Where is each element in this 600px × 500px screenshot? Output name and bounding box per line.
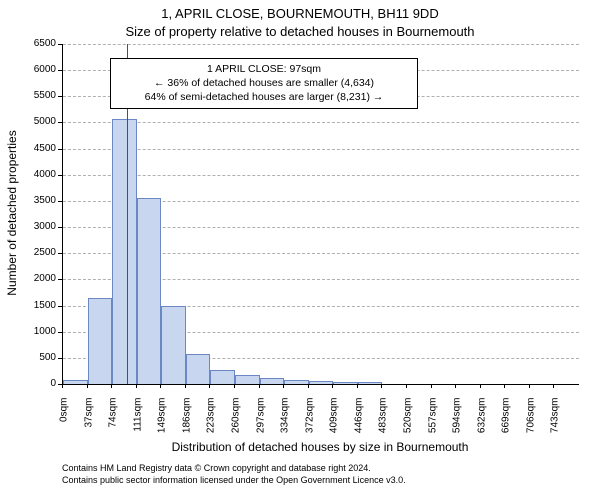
chart-subtitle: Size of property relative to detached ho… (0, 24, 600, 39)
x-tick-mark (504, 384, 505, 388)
y-tick-label: 1500 (22, 300, 56, 311)
x-tick-label: 223sqm (206, 398, 217, 448)
x-tick-label: 149sqm (157, 398, 168, 448)
x-tick-mark (431, 384, 432, 388)
y-tick-label: 2000 (22, 273, 56, 284)
histogram-bar (161, 306, 186, 384)
x-tick-label: 111sqm (132, 398, 143, 448)
y-tick-label: 6500 (22, 38, 56, 49)
x-tick-mark (62, 384, 63, 388)
annotation-line-3: 64% of semi-detached houses are larger (… (119, 90, 409, 104)
x-tick-label: 706sqm (525, 398, 536, 448)
y-tick-mark (58, 122, 62, 123)
y-tick-mark (58, 253, 62, 254)
x-tick-mark (160, 384, 161, 388)
y-tick-label: 5500 (22, 90, 56, 101)
x-tick-label: 594sqm (452, 398, 463, 448)
x-tick-mark (553, 384, 554, 388)
y-tick-mark (58, 279, 62, 280)
attribution-footer: Contains HM Land Registry data © Crown c… (62, 462, 406, 486)
y-tick-label: 5000 (22, 116, 56, 127)
x-tick-label: 446sqm (353, 398, 364, 448)
y-tick-mark (58, 358, 62, 359)
x-tick-label: 0sqm (59, 398, 70, 448)
x-tick-label: 186sqm (181, 398, 192, 448)
x-tick-mark (234, 384, 235, 388)
y-tick-mark (58, 44, 62, 45)
y-tick-label: 2500 (22, 247, 56, 258)
footer-line-1: Contains HM Land Registry data © Crown c… (62, 462, 406, 474)
y-tick-label: 4500 (22, 143, 56, 154)
x-tick-label: 669sqm (501, 398, 512, 448)
y-tick-label: 3000 (22, 221, 56, 232)
x-tick-mark (111, 384, 112, 388)
y-tick-mark (58, 96, 62, 97)
grid-line (63, 175, 579, 176)
histogram-bar (63, 380, 88, 384)
x-tick-mark (381, 384, 382, 388)
histogram-bar (333, 382, 358, 384)
x-tick-label: 520sqm (403, 398, 414, 448)
grid-line (63, 122, 579, 123)
x-tick-label: 297sqm (255, 398, 266, 448)
y-axis-label: Number of detached properties (5, 113, 19, 313)
histogram-bar (284, 380, 309, 384)
x-tick-label: 74sqm (108, 398, 119, 448)
y-tick-label: 6000 (22, 64, 56, 75)
chart-title-address: 1, APRIL CLOSE, BOURNEMOUTH, BH11 9DD (0, 6, 600, 21)
y-tick-label: 500 (22, 352, 56, 363)
histogram-bar (210, 370, 235, 384)
y-tick-mark (58, 175, 62, 176)
x-tick-label: 409sqm (329, 398, 340, 448)
x-tick-mark (357, 384, 358, 388)
x-tick-label: 483sqm (378, 398, 389, 448)
y-tick-label: 3500 (22, 195, 56, 206)
histogram-bar (88, 298, 113, 384)
histogram-bar (235, 375, 260, 384)
x-tick-mark (209, 384, 210, 388)
y-tick-mark (58, 149, 62, 150)
x-tick-label: 557sqm (427, 398, 438, 448)
histogram-bar (186, 354, 211, 384)
y-tick-label: 0 (22, 378, 56, 389)
x-tick-mark (406, 384, 407, 388)
histogram-bar (309, 381, 334, 384)
x-tick-mark (185, 384, 186, 388)
x-tick-mark (136, 384, 137, 388)
x-tick-mark (332, 384, 333, 388)
histogram-bar (260, 378, 285, 384)
x-tick-mark (455, 384, 456, 388)
histogram-bar (358, 382, 383, 384)
x-tick-mark (259, 384, 260, 388)
histogram-bar (112, 119, 137, 384)
y-tick-mark (58, 306, 62, 307)
y-tick-mark (58, 332, 62, 333)
x-tick-label: 632sqm (476, 398, 487, 448)
annotation-line-1: 1 APRIL CLOSE: 97sqm (119, 62, 409, 76)
y-tick-mark (58, 227, 62, 228)
x-tick-mark (480, 384, 481, 388)
x-tick-mark (529, 384, 530, 388)
x-tick-label: 334sqm (280, 398, 291, 448)
property-size-histogram-figure: { "chart": { "type": "histogram", "title… (0, 0, 600, 500)
x-tick-label: 372sqm (304, 398, 315, 448)
y-tick-label: 1000 (22, 326, 56, 337)
x-tick-mark (87, 384, 88, 388)
grid-line (63, 44, 579, 45)
x-tick-label: 743sqm (550, 398, 561, 448)
x-tick-mark (283, 384, 284, 388)
y-tick-mark (58, 70, 62, 71)
footer-line-2: Contains public sector information licen… (62, 474, 406, 486)
x-tick-label: 260sqm (231, 398, 242, 448)
y-tick-label: 4000 (22, 169, 56, 180)
x-tick-label: 37sqm (83, 398, 94, 448)
grid-line (63, 149, 579, 150)
annotation-line-2: ← 36% of detached houses are smaller (4,… (119, 76, 409, 90)
x-tick-mark (308, 384, 309, 388)
annotation-box: 1 APRIL CLOSE: 97sqm← 36% of detached ho… (110, 58, 418, 109)
histogram-bar (137, 198, 162, 384)
y-tick-mark (58, 201, 62, 202)
